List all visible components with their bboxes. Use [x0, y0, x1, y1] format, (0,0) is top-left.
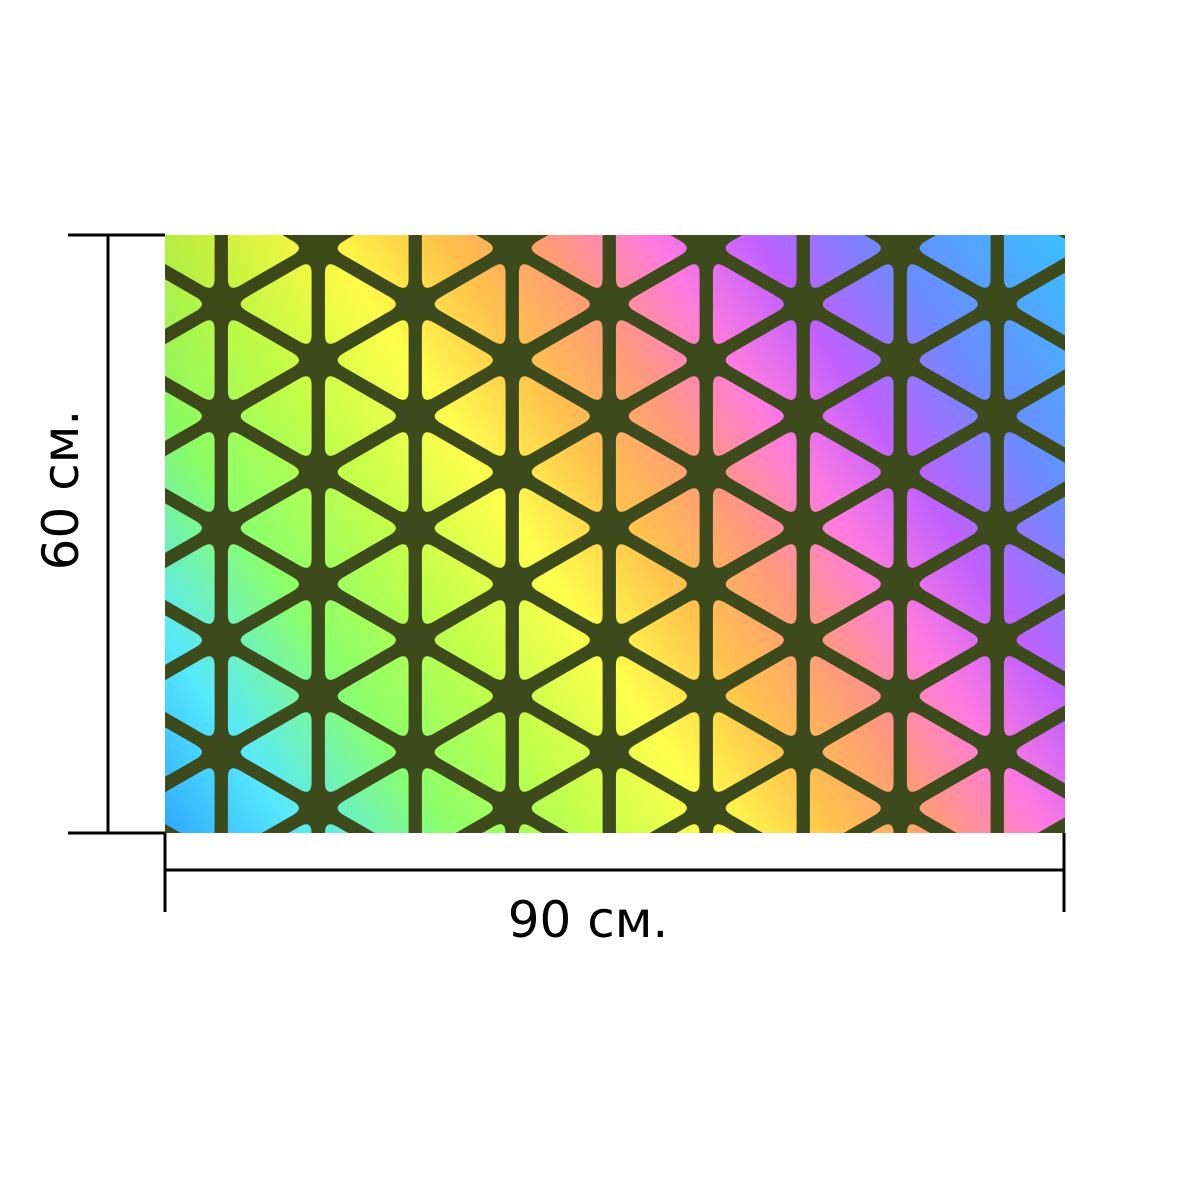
pattern-triangle [1101, 488, 1172, 568]
pattern-triangle [131, 152, 202, 232]
pattern-triangle [713, 152, 784, 232]
pattern-triangle [629, 152, 700, 232]
pattern-triangle [1017, 152, 1088, 232]
pattern-triangle [1101, 824, 1172, 904]
height-dimension: 60 см. [32, 233, 165, 835]
pattern-triangle [1101, 264, 1172, 344]
pattern-triangle [519, 152, 590, 232]
pattern-triangle [1064, 832, 1065, 833]
pattern-triangle [324, 824, 349, 833]
pattern-triangle [1101, 600, 1172, 680]
pattern-triangle [1101, 712, 1172, 792]
pattern-color-overlay [165, 235, 1065, 833]
pattern-triangle [435, 152, 506, 232]
pattern-triangle [325, 152, 396, 232]
pattern-triangle [906, 824, 931, 833]
pattern-triangle [241, 152, 312, 232]
pattern-triangle [288, 824, 312, 833]
width-label: 90 см. [508, 891, 669, 949]
height-label: 60 см. [32, 410, 90, 571]
pattern-triangle [1101, 376, 1172, 456]
width-dimension: 90 см. [163, 833, 1066, 949]
pattern-triangle [1101, 152, 1172, 232]
triangle-pattern [131, 152, 1172, 904]
pattern-triangle [823, 152, 894, 232]
pattern-panel [131, 152, 1172, 904]
pattern-triangle [907, 152, 978, 232]
pattern-triangle [712, 824, 737, 833]
pattern-triangle [870, 824, 894, 833]
pattern-triangle [482, 824, 506, 833]
